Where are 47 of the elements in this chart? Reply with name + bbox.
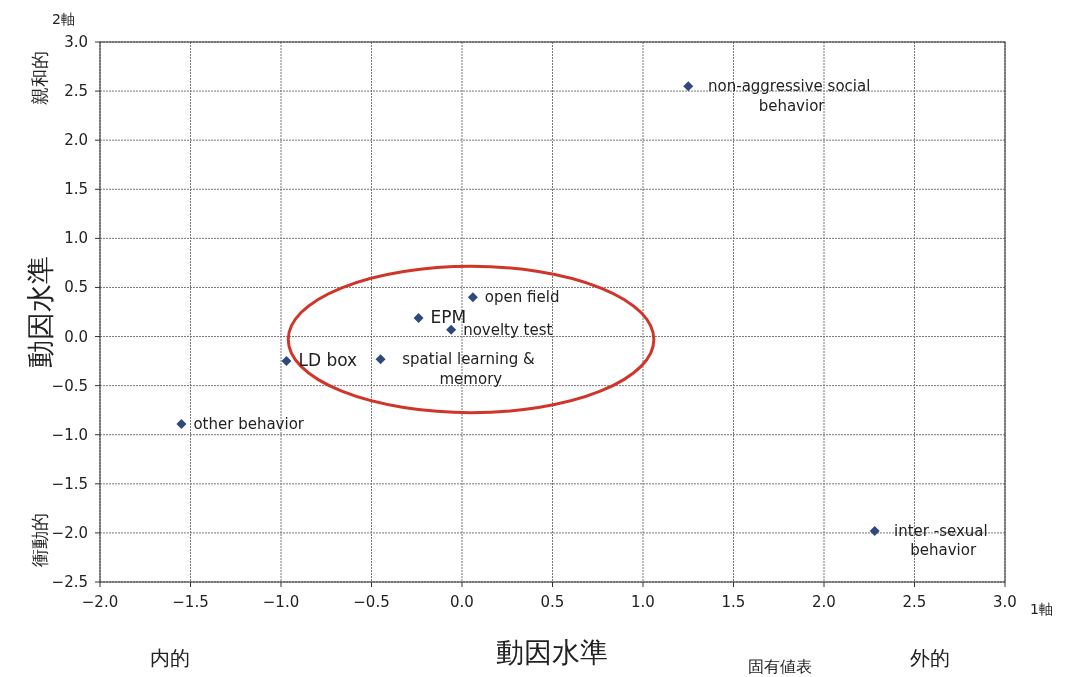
annotation: inter -sexual behavior bbox=[894, 521, 993, 560]
y-tick-label: 3.0 bbox=[64, 33, 88, 51]
point bbox=[413, 312, 424, 323]
x-tick-label: −2.0 bbox=[81, 593, 119, 611]
y-tick-label: 1.5 bbox=[64, 180, 88, 199]
y-axis-title: 動因水準 bbox=[24, 256, 57, 368]
text: 2軸 bbox=[52, 11, 75, 27]
text: 親和的 bbox=[29, 51, 50, 105]
point bbox=[281, 356, 292, 367]
annotation: open field bbox=[484, 288, 560, 307]
x-tick-label: 1.5 bbox=[721, 593, 746, 611]
y-tick-label: 2.0 bbox=[64, 131, 88, 150]
y-tick-label: −0.5 bbox=[51, 376, 88, 395]
y-tick-label: −2.5 bbox=[51, 573, 88, 591]
annotation: spatial learning & memory bbox=[402, 350, 540, 388]
point bbox=[176, 418, 187, 429]
annotation: non-aggressive social behavior bbox=[708, 77, 876, 115]
point bbox=[446, 324, 457, 335]
y-tick-label: −1.0 bbox=[51, 425, 88, 444]
x-tick-label: −1.0 bbox=[262, 593, 300, 611]
point bbox=[467, 292, 478, 303]
x-tick-label: −1.5 bbox=[172, 593, 209, 611]
x-tick-label: 1.0 bbox=[631, 593, 655, 611]
x-tick-label: −0.5 bbox=[353, 593, 390, 611]
annotation: other behavior bbox=[193, 414, 305, 433]
x-tick-label: 0.5 bbox=[540, 593, 565, 611]
x-tick-label: 2.0 bbox=[812, 593, 836, 611]
text: 固有値表 bbox=[748, 657, 812, 676]
text: 1軸 bbox=[1030, 601, 1053, 617]
point bbox=[375, 354, 386, 365]
point bbox=[869, 525, 880, 536]
x-tick-label: 3.0 bbox=[993, 593, 1017, 611]
y-tick-label: −2.0 bbox=[51, 523, 88, 542]
x-tick-label: 2.5 bbox=[902, 593, 927, 611]
annotation: LD box bbox=[298, 350, 358, 371]
x-tick-label: 0.0 bbox=[450, 593, 474, 611]
y-tick-label: 0.0 bbox=[64, 327, 88, 346]
text: 内的 bbox=[150, 646, 190, 670]
x-axis-title: 動因水準 bbox=[496, 636, 608, 669]
y-tick-label: 2.5 bbox=[64, 82, 88, 101]
annotation: EPM bbox=[430, 306, 467, 327]
y-tick-label: 1.0 bbox=[64, 229, 88, 248]
y-tick-label: −1.5 bbox=[51, 474, 88, 493]
text: 外的 bbox=[910, 646, 950, 670]
text: 衝動的 bbox=[29, 513, 50, 567]
point bbox=[683, 81, 694, 92]
y-tick-label: 0.5 bbox=[64, 278, 88, 297]
